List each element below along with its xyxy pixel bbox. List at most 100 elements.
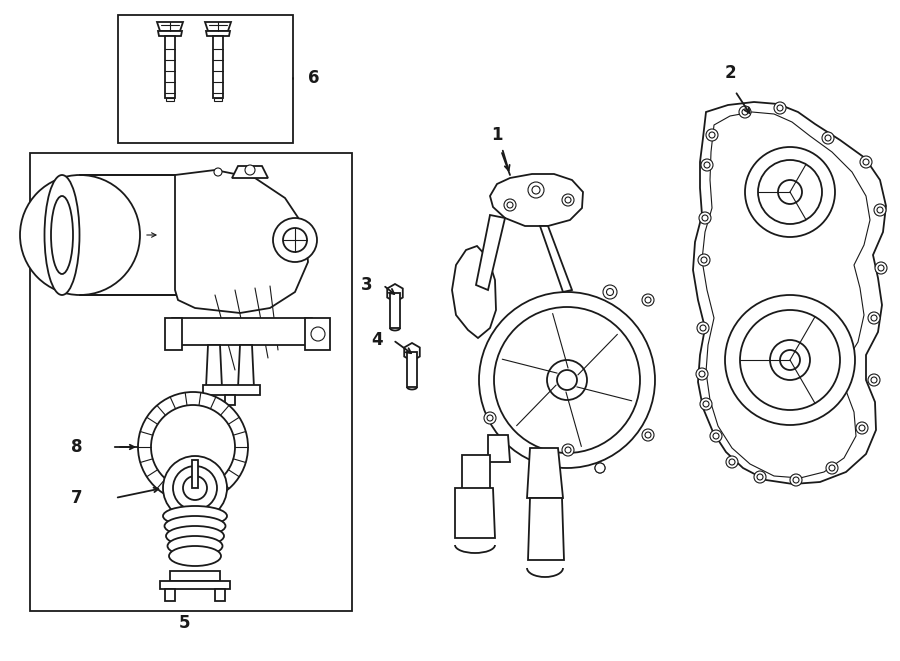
Circle shape	[494, 307, 640, 453]
Polygon shape	[203, 385, 260, 395]
Circle shape	[740, 310, 840, 410]
Circle shape	[245, 165, 255, 175]
Circle shape	[696, 368, 708, 380]
Circle shape	[770, 340, 810, 380]
Circle shape	[863, 159, 869, 165]
Bar	[165, 36, 175, 98]
Polygon shape	[165, 589, 175, 601]
Circle shape	[562, 194, 574, 206]
Text: 5: 5	[179, 614, 191, 632]
Circle shape	[701, 159, 713, 171]
Bar	[390, 293, 400, 328]
Circle shape	[774, 102, 786, 114]
Circle shape	[642, 294, 654, 306]
Polygon shape	[404, 343, 419, 361]
Text: 8: 8	[71, 438, 83, 456]
Circle shape	[739, 106, 751, 118]
Polygon shape	[206, 345, 222, 388]
Circle shape	[20, 175, 140, 295]
Circle shape	[699, 212, 711, 224]
Text: 6: 6	[308, 69, 320, 87]
Polygon shape	[232, 166, 268, 178]
Ellipse shape	[166, 526, 224, 546]
Circle shape	[183, 476, 207, 500]
Circle shape	[745, 147, 835, 237]
Text: 3: 3	[362, 276, 373, 294]
Circle shape	[528, 182, 544, 198]
Polygon shape	[165, 318, 182, 350]
Circle shape	[871, 315, 877, 321]
Bar	[214, 98, 222, 101]
Circle shape	[703, 401, 709, 407]
Circle shape	[777, 105, 783, 111]
Circle shape	[877, 207, 883, 213]
Text: 1: 1	[491, 126, 503, 144]
Circle shape	[607, 288, 614, 295]
Ellipse shape	[169, 546, 221, 566]
Circle shape	[757, 474, 763, 480]
Text: 2: 2	[724, 64, 736, 82]
Polygon shape	[452, 246, 496, 338]
Circle shape	[173, 466, 217, 510]
Circle shape	[713, 433, 719, 439]
Polygon shape	[455, 488, 495, 538]
Circle shape	[874, 204, 886, 216]
Polygon shape	[225, 395, 235, 405]
Circle shape	[311, 327, 325, 341]
Circle shape	[138, 392, 248, 502]
Circle shape	[700, 398, 712, 410]
Polygon shape	[387, 284, 403, 302]
Circle shape	[790, 474, 802, 486]
Circle shape	[701, 257, 707, 263]
Circle shape	[860, 156, 872, 168]
Circle shape	[878, 265, 884, 271]
Circle shape	[793, 477, 799, 483]
Polygon shape	[305, 318, 330, 350]
Polygon shape	[528, 498, 564, 560]
Circle shape	[283, 228, 307, 252]
Text: 7: 7	[71, 489, 83, 507]
Circle shape	[163, 456, 227, 520]
Ellipse shape	[51, 196, 73, 274]
Circle shape	[829, 465, 835, 471]
Circle shape	[856, 422, 868, 434]
Ellipse shape	[165, 516, 226, 536]
Bar	[118, 15, 293, 143]
Bar	[166, 98, 174, 101]
Ellipse shape	[167, 536, 222, 556]
Polygon shape	[462, 455, 490, 490]
Polygon shape	[238, 345, 254, 388]
Bar	[192, 460, 198, 488]
Polygon shape	[158, 31, 182, 36]
Circle shape	[697, 322, 709, 334]
Circle shape	[507, 202, 513, 208]
Circle shape	[826, 462, 838, 474]
Circle shape	[710, 430, 722, 442]
Circle shape	[699, 371, 705, 377]
Polygon shape	[80, 175, 185, 295]
Ellipse shape	[44, 175, 79, 295]
Circle shape	[565, 447, 571, 453]
Circle shape	[273, 218, 317, 262]
Circle shape	[875, 262, 887, 274]
Circle shape	[729, 459, 735, 465]
Circle shape	[504, 199, 516, 211]
Circle shape	[726, 456, 738, 468]
Circle shape	[557, 370, 577, 390]
Circle shape	[645, 432, 651, 438]
Polygon shape	[490, 174, 583, 226]
Polygon shape	[206, 31, 230, 36]
Circle shape	[868, 312, 880, 324]
Circle shape	[603, 285, 617, 299]
Circle shape	[565, 197, 571, 203]
Circle shape	[704, 162, 710, 168]
Circle shape	[214, 168, 222, 176]
Circle shape	[706, 129, 718, 141]
Circle shape	[479, 292, 655, 468]
Polygon shape	[540, 226, 572, 292]
Circle shape	[562, 444, 574, 456]
Circle shape	[758, 160, 822, 224]
Polygon shape	[205, 22, 231, 31]
Circle shape	[868, 374, 880, 386]
Circle shape	[825, 135, 831, 141]
